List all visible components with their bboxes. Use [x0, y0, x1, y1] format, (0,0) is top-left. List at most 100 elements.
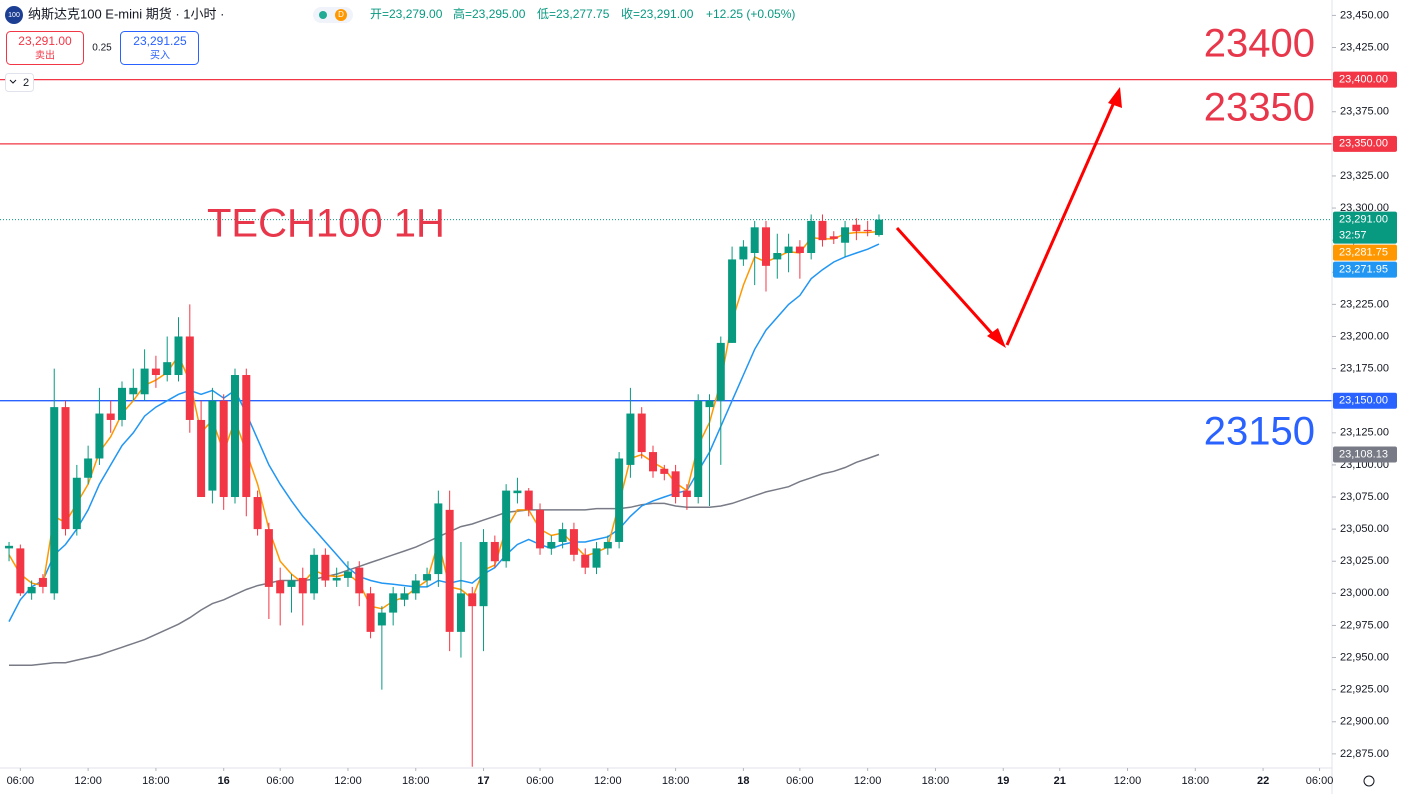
x-tick-label: 06:00	[786, 775, 814, 787]
x-tick-label: 12:00	[74, 775, 102, 787]
y-tick-label: 23,175.00	[1340, 362, 1389, 374]
candle-body	[841, 227, 850, 243]
candle-body	[479, 541, 488, 607]
candle-body	[343, 571, 352, 578]
candle-body	[728, 259, 737, 343]
candle-body	[84, 458, 93, 478]
x-tick-label: 06:00	[266, 775, 294, 787]
candle-body	[72, 477, 81, 530]
price-tags: 23,400.00 23,350.00 23,291.00 32:57 23,281.7…	[1333, 71, 1397, 463]
candle-body	[558, 529, 567, 542]
candle-body	[38, 577, 47, 587]
candle-body	[151, 368, 160, 376]
candle-body	[50, 407, 59, 594]
candle-body	[468, 593, 477, 607]
ohlc-close: 收=23,291.00	[621, 7, 694, 21]
x-tick-label: 06:00	[7, 775, 35, 787]
spread: 0.25	[92, 43, 112, 54]
ohlc-open: 开=23,279.00	[370, 7, 443, 21]
candle-body	[615, 458, 624, 542]
indicators-toggle[interactable]	[5, 73, 34, 92]
candle-body	[592, 548, 601, 568]
candle-body	[716, 342, 725, 401]
price-tag	[1333, 446, 1397, 463]
y-tick-label: 23,000.00	[1340, 587, 1389, 599]
candle-body	[5, 545, 14, 549]
indicators-count: 2	[23, 77, 29, 89]
y-tick-label: 22,975.00	[1340, 619, 1389, 631]
price-tag	[1333, 71, 1397, 88]
buy-price: 23,291.25	[133, 34, 187, 48]
candle-body	[118, 387, 127, 420]
candle-body	[750, 227, 759, 254]
candle-body	[230, 375, 239, 498]
candle-body	[321, 554, 330, 581]
ohlc-change: +12.25 (+0.05%)	[706, 7, 795, 21]
sell-button[interactable]	[6, 31, 84, 65]
y-tick-label: 23,200.00	[1340, 330, 1389, 342]
buy-button[interactable]	[120, 31, 199, 65]
candle-body	[671, 471, 680, 498]
candle-body	[253, 497, 262, 530]
x-tick-label: 12:00	[854, 775, 882, 787]
y-tick-label: 23,225.00	[1340, 298, 1389, 310]
x-tick-label: 22	[1257, 775, 1269, 787]
candle-body	[829, 236, 838, 239]
candle-body	[27, 586, 36, 594]
x-tick-label: 16	[218, 775, 230, 787]
status-dot	[319, 11, 327, 19]
candle-body	[773, 253, 782, 260]
candle-body	[863, 229, 872, 232]
forecast-arrows	[895, 87, 1122, 348]
candle-body	[626, 413, 635, 465]
candle-body	[637, 413, 646, 453]
candle-body	[660, 468, 669, 474]
x-tick-label: 18:00	[142, 775, 170, 787]
candle-body	[287, 580, 296, 587]
price-tag-label: 23,400.00	[1339, 74, 1388, 86]
candle-body	[400, 593, 409, 600]
countdown: 32:57	[1339, 230, 1367, 242]
candle-body	[219, 400, 228, 498]
symbol-title[interactable]: 纳斯达克100 E-mini 期货 · 1小时 ·	[28, 6, 224, 21]
ohlc-high: 高=23,295.00	[453, 6, 526, 21]
y-tick-label: 22,875.00	[1340, 748, 1389, 760]
candle-body	[61, 407, 70, 530]
y-tick-label: 23,125.00	[1340, 427, 1389, 439]
candle-body	[456, 593, 465, 632]
candle-body	[513, 490, 522, 494]
candle-body	[502, 490, 511, 562]
chevron	[9, 79, 17, 84]
candle-body	[366, 593, 375, 632]
candle-body	[795, 246, 804, 254]
y-tick-label: 23,450.00	[1340, 9, 1389, 21]
price-tag-label: 23,271.95	[1339, 264, 1388, 276]
x-tick-label: 06:00	[1306, 775, 1334, 787]
candle-body	[852, 224, 861, 232]
arrowhead	[987, 328, 1006, 348]
y-tick-label: 23,425.00	[1340, 41, 1389, 53]
candle-body	[434, 503, 443, 575]
candle-body	[682, 490, 691, 498]
candle-body	[536, 509, 545, 549]
symbol-icon	[5, 6, 23, 24]
candle-body	[784, 246, 793, 254]
candle-body	[208, 400, 217, 491]
ohlc-low: 低=23,277.75	[537, 7, 610, 21]
y-tick-label: 23,325.00	[1340, 170, 1389, 182]
candle-body	[197, 419, 206, 498]
candle-body	[264, 529, 273, 587]
candle-body	[95, 413, 104, 459]
header: 100 纳斯达克100 E-mini 期货 · 1小时 · D 开=23,279…	[5, 6, 795, 92]
annotation: 23350	[1204, 86, 1315, 130]
y-tick-label: 22,950.00	[1340, 651, 1389, 663]
x-tick-label: 18:00	[402, 775, 430, 787]
x-tick-label: 18:00	[922, 775, 950, 787]
candle-body	[411, 580, 420, 594]
arrow-up	[1005, 99, 1117, 346]
arrowhead	[1108, 87, 1122, 108]
x-tick-label: 18:00	[1182, 775, 1210, 787]
plot-area	[0, 78, 1332, 767]
settings-icon[interactable]	[1363, 775, 1375, 787]
